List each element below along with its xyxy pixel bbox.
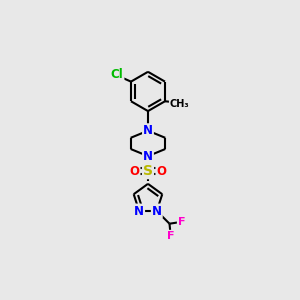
Text: N: N (143, 150, 153, 163)
Bar (145, 128, 151, 133)
Bar (136, 208, 142, 214)
Bar (132, 169, 137, 174)
Text: N: N (134, 205, 144, 218)
Bar (154, 208, 160, 214)
Text: N: N (152, 205, 162, 218)
Bar (176, 101, 183, 106)
Text: F: F (167, 231, 174, 241)
Bar (145, 168, 151, 174)
Text: CH₃: CH₃ (170, 99, 189, 109)
Bar (179, 220, 184, 224)
Text: F: F (178, 217, 185, 227)
Bar (168, 233, 173, 238)
Bar (145, 154, 151, 159)
Text: O: O (156, 165, 167, 178)
Bar (112, 72, 122, 78)
Text: S: S (143, 164, 153, 178)
Text: N: N (143, 124, 153, 137)
Bar (159, 169, 164, 174)
Text: Cl: Cl (111, 68, 124, 81)
Text: O: O (130, 165, 140, 178)
